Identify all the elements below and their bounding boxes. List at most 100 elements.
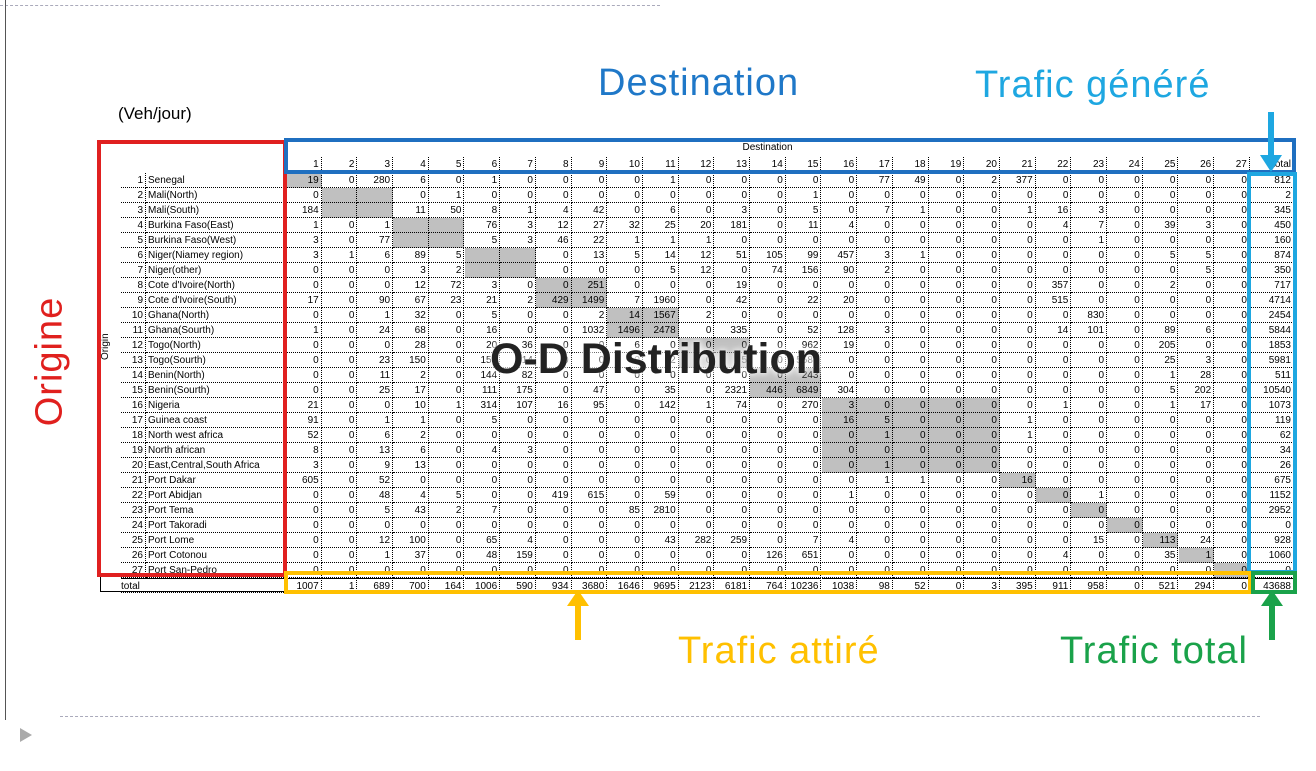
od-cell: 259 <box>714 533 751 548</box>
od-cell: 0 <box>857 353 893 368</box>
od-cell: 0 <box>714 368 751 383</box>
od-cell: 0 <box>500 188 536 203</box>
od-cell: 100 <box>393 533 429 548</box>
od-cell: 3 <box>857 248 893 263</box>
od-cell: 3 <box>714 203 751 218</box>
generated-label: Trafic généré <box>975 64 1211 106</box>
od-cell: 0 <box>1071 353 1108 368</box>
od-cell: 0 <box>1107 218 1143 233</box>
row-number: 4 <box>121 218 146 233</box>
od-cell: 0 <box>1107 458 1143 473</box>
od-cell: 0 <box>1035 428 1072 443</box>
od-cell: 0 <box>464 518 501 533</box>
od-cell: 0 <box>1000 248 1036 263</box>
od-cell: 0 <box>286 263 322 278</box>
od-cell: 0 <box>1107 383 1143 398</box>
od-cell: 0 <box>535 518 572 533</box>
od-cell: 0 <box>678 293 715 308</box>
od-cell: 68 <box>393 323 429 338</box>
od-cell <box>500 248 536 263</box>
od-cell: 0 <box>714 188 751 203</box>
od-cell: 23 <box>428 293 465 308</box>
od-table: 1 2 3 4 5 6 7 8 9 10 11 12 13 14 15 16 17 18 19 20 21 22 23 24 2… <box>100 140 1295 593</box>
od-cell: 0 <box>1142 503 1179 518</box>
od-cell: 0 <box>928 413 965 428</box>
od-cell: 314 <box>464 398 501 413</box>
od-cell: 0 <box>321 173 358 188</box>
od-cell: 0 <box>1142 263 1179 278</box>
od-cell: 0 <box>357 563 394 578</box>
od-cell: 0 <box>500 473 536 488</box>
od-cell: 14 <box>643 248 679 263</box>
od-cell: 0 <box>321 383 358 398</box>
od-cell: 17 <box>393 383 429 398</box>
row-number: 14 <box>121 368 146 383</box>
od-cell: 52 <box>286 428 322 443</box>
od-cell: 14 <box>1035 323 1072 338</box>
od-cell <box>321 203 358 218</box>
od-cell: 0 <box>286 518 322 533</box>
od-cell: 0 <box>321 308 358 323</box>
od-cell: 0 <box>607 458 643 473</box>
attracted-label: Trafic attiré <box>678 630 880 672</box>
od-cell: 0 <box>964 428 1000 443</box>
od-cell: 0 <box>1035 263 1072 278</box>
od-cell: 0 <box>1107 563 1143 578</box>
od-cell: 0 <box>678 188 715 203</box>
od-cell <box>428 218 465 233</box>
od-cell: 1 <box>892 248 929 263</box>
od-cell: 142 <box>643 398 679 413</box>
od-cell: 13 <box>571 248 608 263</box>
od-cell: 0 <box>678 413 715 428</box>
od-cell: 0 <box>321 518 358 533</box>
od-cell: 4 <box>821 533 858 548</box>
row-number: 6 <box>121 248 146 263</box>
od-cell: 0 <box>821 563 858 578</box>
od-cell: 5 <box>785 203 822 218</box>
od-cell: 0 <box>1000 218 1036 233</box>
od-cell: 0 <box>1071 338 1108 353</box>
od-cell: 0 <box>1035 488 1072 503</box>
od-cell: 49 <box>892 173 929 188</box>
od-cell: 19 <box>286 173 322 188</box>
od-cell: 0 <box>1035 368 1072 383</box>
od-cell: 0 <box>821 233 858 248</box>
od-cell: 0 <box>964 398 1000 413</box>
od-cell: 0 <box>1142 173 1179 188</box>
od-cell: 0 <box>643 368 679 383</box>
row-number: 16 <box>121 398 146 413</box>
od-cell: 90 <box>821 263 858 278</box>
od-cell: 3 <box>821 398 858 413</box>
od-cell: 4 <box>1035 548 1072 563</box>
od-cell: 0 <box>1142 563 1179 578</box>
od-cell: 0 <box>428 173 465 188</box>
od-cell: 0 <box>643 338 679 353</box>
od-cell: 0 <box>714 338 751 353</box>
od-cell: 0 <box>1035 188 1072 203</box>
od-cell: 0 <box>535 263 572 278</box>
od-cell: 0 <box>750 323 786 338</box>
od-cell: 0 <box>321 473 358 488</box>
od-cell: 175 <box>500 383 536 398</box>
od-cell: 5 <box>643 263 679 278</box>
od-cell: 0 <box>428 383 465 398</box>
od-cell: 59 <box>643 488 679 503</box>
od-cell: 0 <box>535 458 572 473</box>
od-cell: 0 <box>785 413 822 428</box>
total-label: Trafic total <box>1060 630 1248 672</box>
od-cell: 0 <box>643 188 679 203</box>
od-cell: 0 <box>750 278 786 293</box>
od-cell: 0 <box>857 488 893 503</box>
od-cell: 0 <box>607 488 643 503</box>
od-cell: 52 <box>357 473 394 488</box>
od-cell: 0 <box>321 278 358 293</box>
od-cell: 0 <box>428 308 465 323</box>
od-cell: 0 <box>928 293 965 308</box>
od-cell: 6 <box>357 248 394 263</box>
od-cell: 0 <box>1000 188 1036 203</box>
od-cell: 28 <box>1178 368 1215 383</box>
od-cell: 20 <box>464 338 501 353</box>
od-cell: 0 <box>1035 443 1072 458</box>
od-cell: 0 <box>643 458 679 473</box>
od-cell: 0 <box>607 203 643 218</box>
